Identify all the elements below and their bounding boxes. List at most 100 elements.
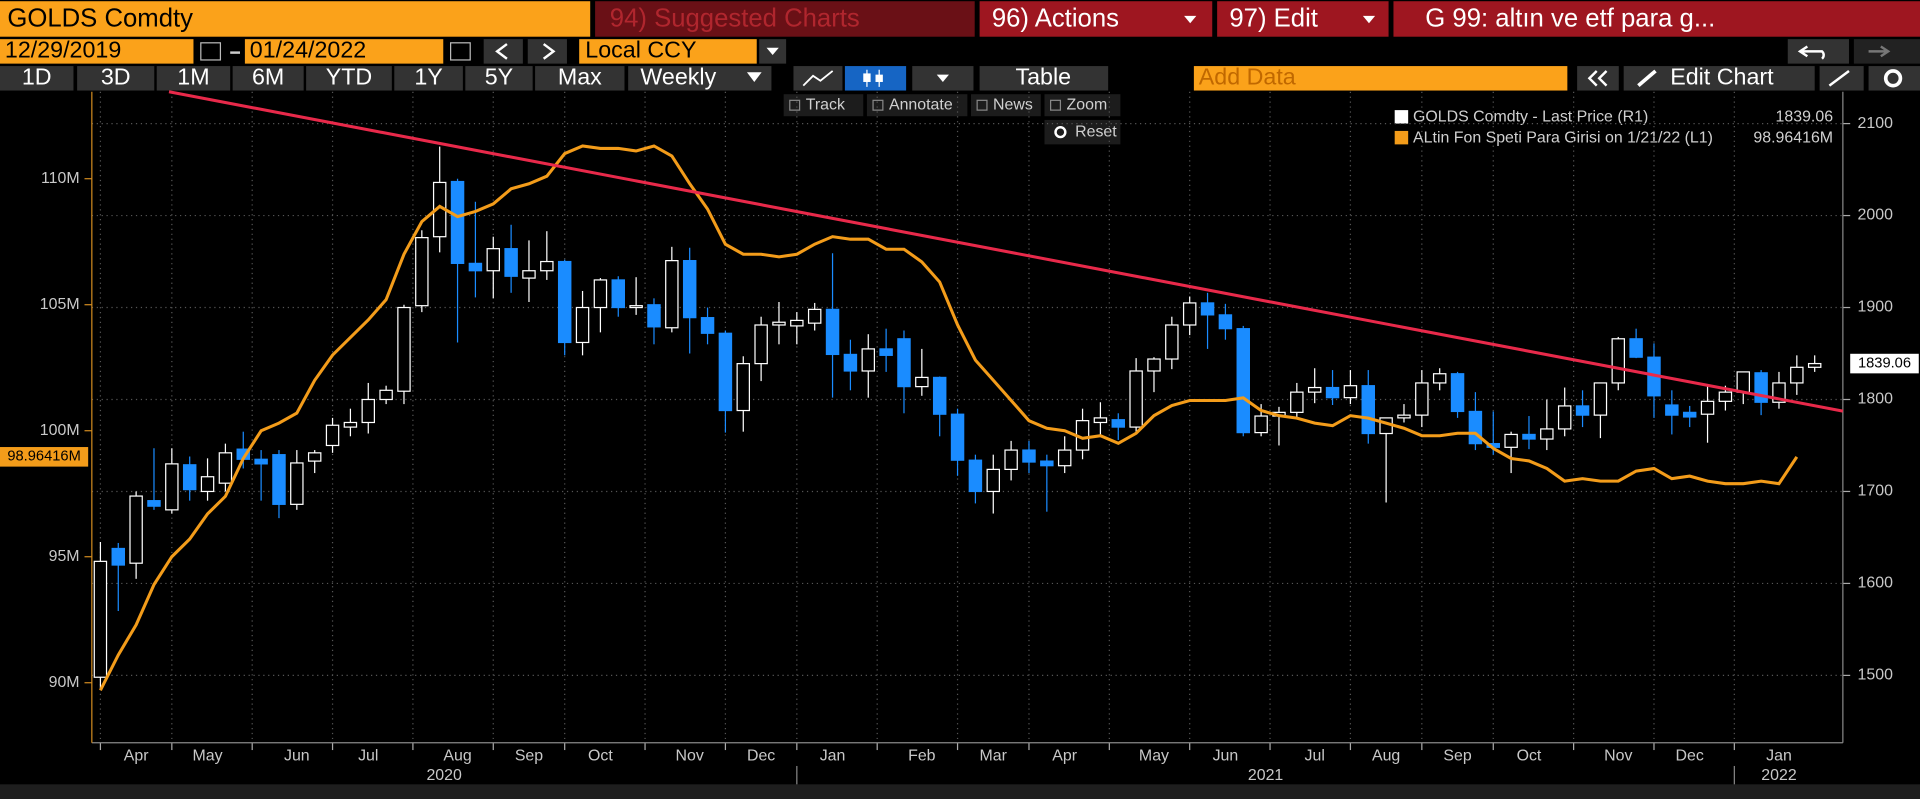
period-button[interactable]	[306, 66, 392, 91]
period-button[interactable]	[465, 66, 533, 91]
x-tick-label: Jan	[820, 747, 846, 764]
title-field[interactable]	[1393, 1, 1920, 37]
x-tick-label: Aug	[443, 747, 471, 764]
candle-body	[1290, 391, 1304, 413]
frequency: Weekly	[640, 63, 716, 89]
candle-body	[1129, 370, 1143, 428]
legend-value: 1839.06	[1776, 109, 1834, 126]
candle-body	[1254, 415, 1268, 434]
candle-body	[272, 454, 286, 505]
candle-body	[1593, 382, 1608, 416]
candle-icon	[863, 73, 871, 82]
table-button[interactable]	[979, 66, 1109, 91]
tool-button[interactable]	[866, 94, 968, 117]
tool-icon	[872, 99, 884, 111]
actions-label: 96) Actions	[992, 4, 1119, 32]
tool-button[interactable]	[783, 94, 864, 117]
tool-label: Annotate	[889, 96, 953, 113]
year-label: 2021	[1248, 767, 1284, 784]
frequency-button[interactable]	[628, 66, 772, 91]
legend-label: GOLDS Comdty - Last Price (R1)	[1413, 109, 1648, 126]
y-tick-label: 95M	[49, 548, 80, 565]
suggested-button[interactable]	[595, 1, 975, 37]
last-value-label: 98.96416M	[7, 449, 80, 465]
candle-body	[861, 348, 875, 372]
candle-body	[415, 237, 429, 307]
candle-body	[1218, 314, 1233, 330]
candle-body	[1450, 373, 1465, 413]
candle-body	[1415, 382, 1429, 416]
candle-body	[540, 260, 554, 272]
draw-icon	[1828, 69, 1850, 87]
candle-body	[397, 306, 411, 392]
candle-body	[1307, 386, 1322, 393]
start-date: 12/29/2019	[5, 37, 121, 63]
candle-body	[807, 308, 822, 324]
tool-button[interactable]	[1044, 94, 1121, 117]
y-tick-label: 100M	[40, 422, 80, 439]
legend-swatch	[1394, 110, 1409, 124]
end-date: 01/24/2022	[250, 37, 366, 63]
undo-icon	[1797, 45, 1825, 60]
candle-body	[1790, 366, 1804, 384]
calendar-icon[interactable]	[200, 42, 222, 61]
period-button[interactable]	[535, 66, 625, 91]
period-button[interactable]	[0, 66, 74, 91]
calendar-icon[interactable]	[450, 42, 471, 61]
candle-body	[1432, 373, 1447, 384]
y2-tick-label: 2000	[1858, 207, 1894, 224]
candle-body	[1718, 391, 1733, 402]
line-series	[99, 144, 1799, 692]
candle-body	[218, 452, 233, 484]
period-button[interactable]	[77, 66, 155, 91]
candle-icon	[875, 74, 883, 82]
candle-body	[790, 319, 804, 327]
candle-body	[682, 260, 697, 319]
candle-body	[1611, 338, 1626, 384]
legend	[1387, 105, 1841, 150]
candle-body	[611, 279, 625, 309]
candle-body	[1504, 433, 1518, 448]
candle-body	[129, 495, 143, 564]
add-data-field[interactable]	[1193, 66, 1568, 91]
dropdown-arrow	[936, 74, 949, 82]
candle-body	[665, 260, 679, 329]
candle-body	[147, 500, 161, 507]
candle-body	[1397, 414, 1411, 419]
candle-body	[111, 547, 126, 566]
security-field[interactable]	[0, 1, 591, 37]
candle-body	[772, 321, 786, 326]
add-data-placeholder: Add Data	[1199, 63, 1296, 89]
tool-icon	[1050, 99, 1062, 111]
period-button[interactable]	[156, 66, 231, 91]
actions-button[interactable]	[979, 1, 1213, 37]
currency-field[interactable]	[579, 39, 757, 64]
candle-body	[986, 468, 1001, 493]
next-button[interactable]	[527, 39, 567, 64]
draw-button[interactable]	[1819, 66, 1864, 91]
candle-body	[522, 270, 536, 279]
suggested-label: 94) Suggested Charts	[610, 4, 860, 32]
x-tick-label: Jun	[284, 747, 310, 764]
edit-chart-button[interactable]	[1623, 66, 1815, 91]
period-label: 6M	[252, 63, 284, 89]
tool-label: Track	[806, 96, 845, 113]
tool-button[interactable]	[971, 94, 1041, 117]
prev-button[interactable]	[483, 39, 523, 64]
dropdown-arrow	[1362, 15, 1376, 24]
candle-body	[1040, 460, 1054, 467]
table-label: Table	[1015, 63, 1071, 89]
candle-body	[1004, 449, 1018, 470]
x-tick-label: May	[193, 747, 223, 764]
edit-button[interactable]	[1217, 1, 1389, 37]
candle-body	[486, 248, 501, 272]
last-price-flag	[1850, 353, 1919, 374]
end-date-field[interactable]	[244, 39, 444, 64]
start-date-field[interactable]	[0, 39, 194, 64]
period-button[interactable]	[394, 66, 463, 91]
period-button[interactable]	[232, 66, 304, 91]
prev-icon	[495, 43, 508, 60]
candle-body	[1682, 411, 1697, 418]
trend-line	[168, 90, 1844, 413]
x-tick-label: Sep	[515, 747, 543, 764]
